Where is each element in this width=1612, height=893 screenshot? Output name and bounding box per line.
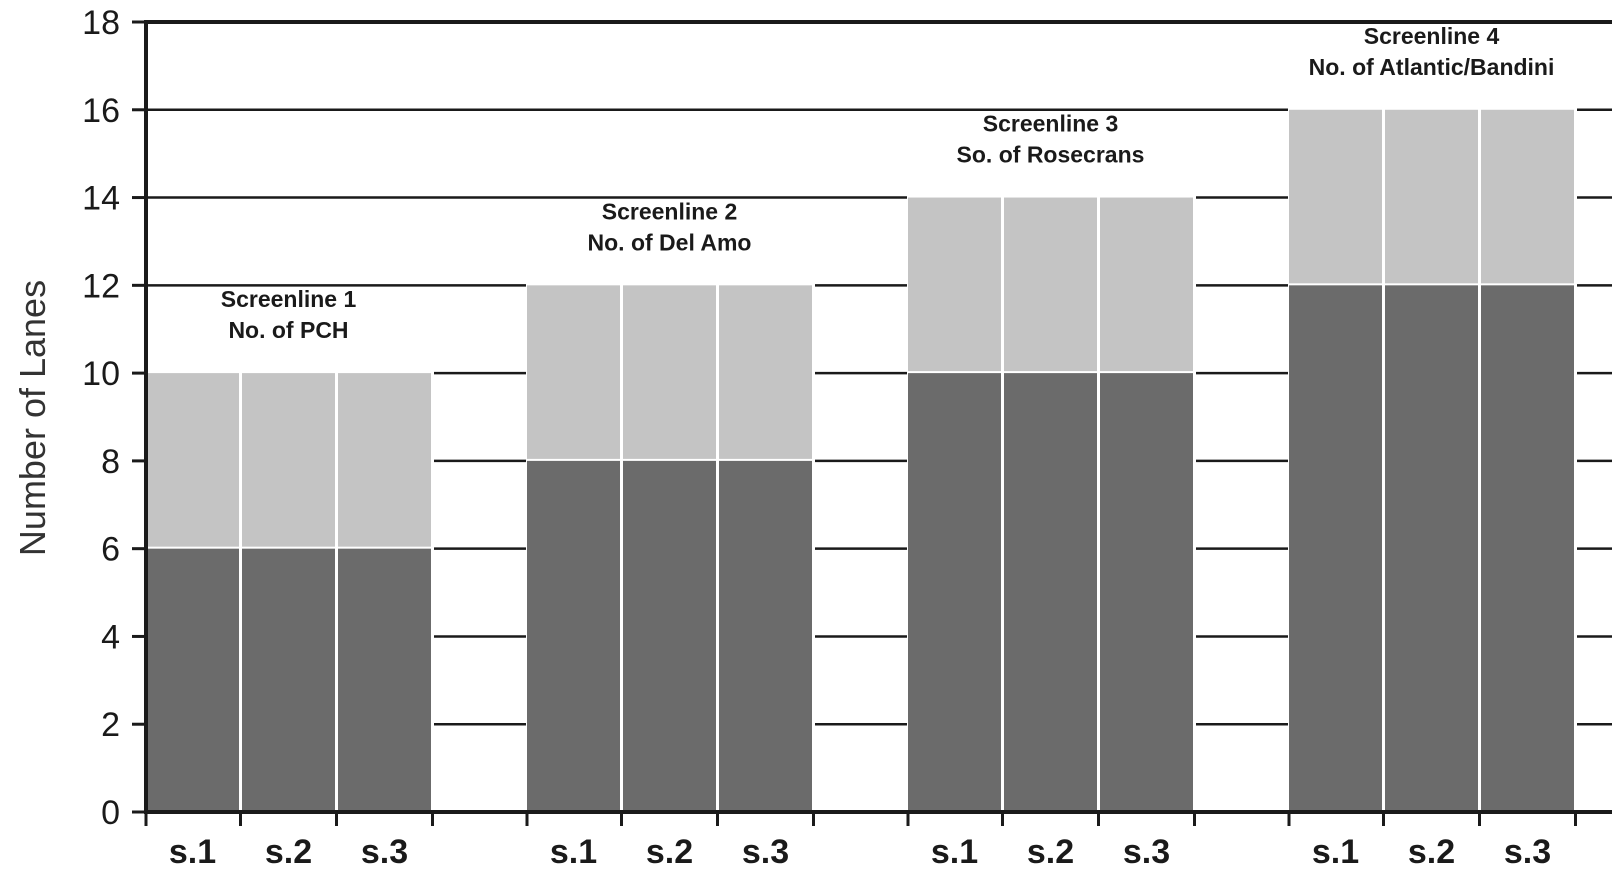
bar-lower-g3-s.3	[1100, 373, 1193, 812]
axes	[132, 20, 1612, 826]
bar-lower-g1-s.2	[242, 548, 335, 812]
bar-upper-g4-s.3	[1481, 109, 1574, 284]
group-title-2-line2: No. of Del Amo	[588, 229, 752, 255]
bar-upper-g2-s.3	[719, 285, 812, 459]
group-title-1-line2: No. of PCH	[228, 317, 348, 343]
bar-lower-g1-s.1	[146, 548, 239, 812]
bar-upper-g4-s.1	[1289, 109, 1382, 284]
bar-upper-g3-s.3	[1100, 197, 1193, 372]
bar-upper-g4-s.2	[1385, 109, 1478, 284]
group-title-4-line1: Screenline 4	[1364, 23, 1500, 49]
category-label-g4-s.1: s.1	[1312, 833, 1359, 871]
category-label-g3-s.3: s.3	[1123, 833, 1170, 871]
bar-lower-g3-s.1	[908, 373, 1001, 812]
bar-upper-g1-s.1	[146, 373, 239, 547]
bar-lower-g4-s.2	[1385, 285, 1478, 812]
category-label-g2-s.3: s.3	[742, 833, 789, 871]
bar-lower-g4-s.1	[1289, 285, 1382, 812]
y-tick-label-18: 18	[82, 4, 120, 42]
y-tick-label-14: 14	[82, 180, 120, 218]
group-title-4-line2: No. of Atlantic/Bandini	[1309, 54, 1555, 80]
labels: s.1 s.2 s.3 Screenline 1 No. of PCH s.1 s.2 s.3…	[82, 4, 1554, 871]
group-title-3-line1: Screenline 3	[983, 111, 1119, 137]
y-tick-label-8: 8	[101, 443, 120, 481]
y-tick-label-2: 2	[101, 706, 120, 744]
category-label-g3-s.1: s.1	[931, 833, 978, 871]
group-title-1-line1: Screenline 1	[221, 286, 357, 312]
y-tick-label-6: 6	[101, 531, 120, 569]
bars	[145, 106, 1577, 813]
y-tick-label-10: 10	[82, 355, 120, 393]
category-label-g1-s.2: s.2	[265, 833, 312, 871]
bar-upper-g2-s.2	[623, 285, 716, 459]
y-tick-label-0: 0	[101, 794, 120, 832]
category-label-g2-s.1: s.1	[550, 833, 597, 871]
bar-lower-g2-s.1	[527, 460, 620, 812]
y-tick-label-16: 16	[82, 92, 120, 130]
bar-upper-g2-s.1	[527, 285, 620, 459]
bar-lower-g1-s.3	[338, 548, 431, 812]
y-tick-label-4: 4	[101, 618, 120, 656]
bar-upper-g1-s.2	[242, 373, 335, 547]
bar-lower-g2-s.2	[623, 460, 716, 812]
group-title-3-line2: So. of Rosecrans	[957, 142, 1145, 168]
category-label-g1-s.1: s.1	[169, 833, 216, 871]
category-label-g4-s.3: s.3	[1504, 833, 1551, 871]
bar-lower-g3-s.2	[1004, 373, 1097, 812]
bar-lower-g2-s.3	[719, 460, 812, 812]
y-tick-label-12: 12	[82, 267, 120, 305]
y-axis-title: Number of Lanes	[12, 280, 53, 556]
category-label-g4-s.2: s.2	[1408, 833, 1455, 871]
category-label-g1-s.3: s.3	[361, 833, 408, 871]
bar-upper-g3-s.1	[908, 197, 1001, 372]
category-label-g3-s.2: s.2	[1027, 833, 1074, 871]
bar-upper-g1-s.3	[338, 373, 431, 547]
bar-lower-g4-s.3	[1481, 285, 1574, 812]
category-label-g2-s.2: s.2	[646, 833, 693, 871]
bar-upper-g3-s.2	[1004, 197, 1097, 372]
group-title-2-line1: Screenline 2	[602, 198, 738, 224]
